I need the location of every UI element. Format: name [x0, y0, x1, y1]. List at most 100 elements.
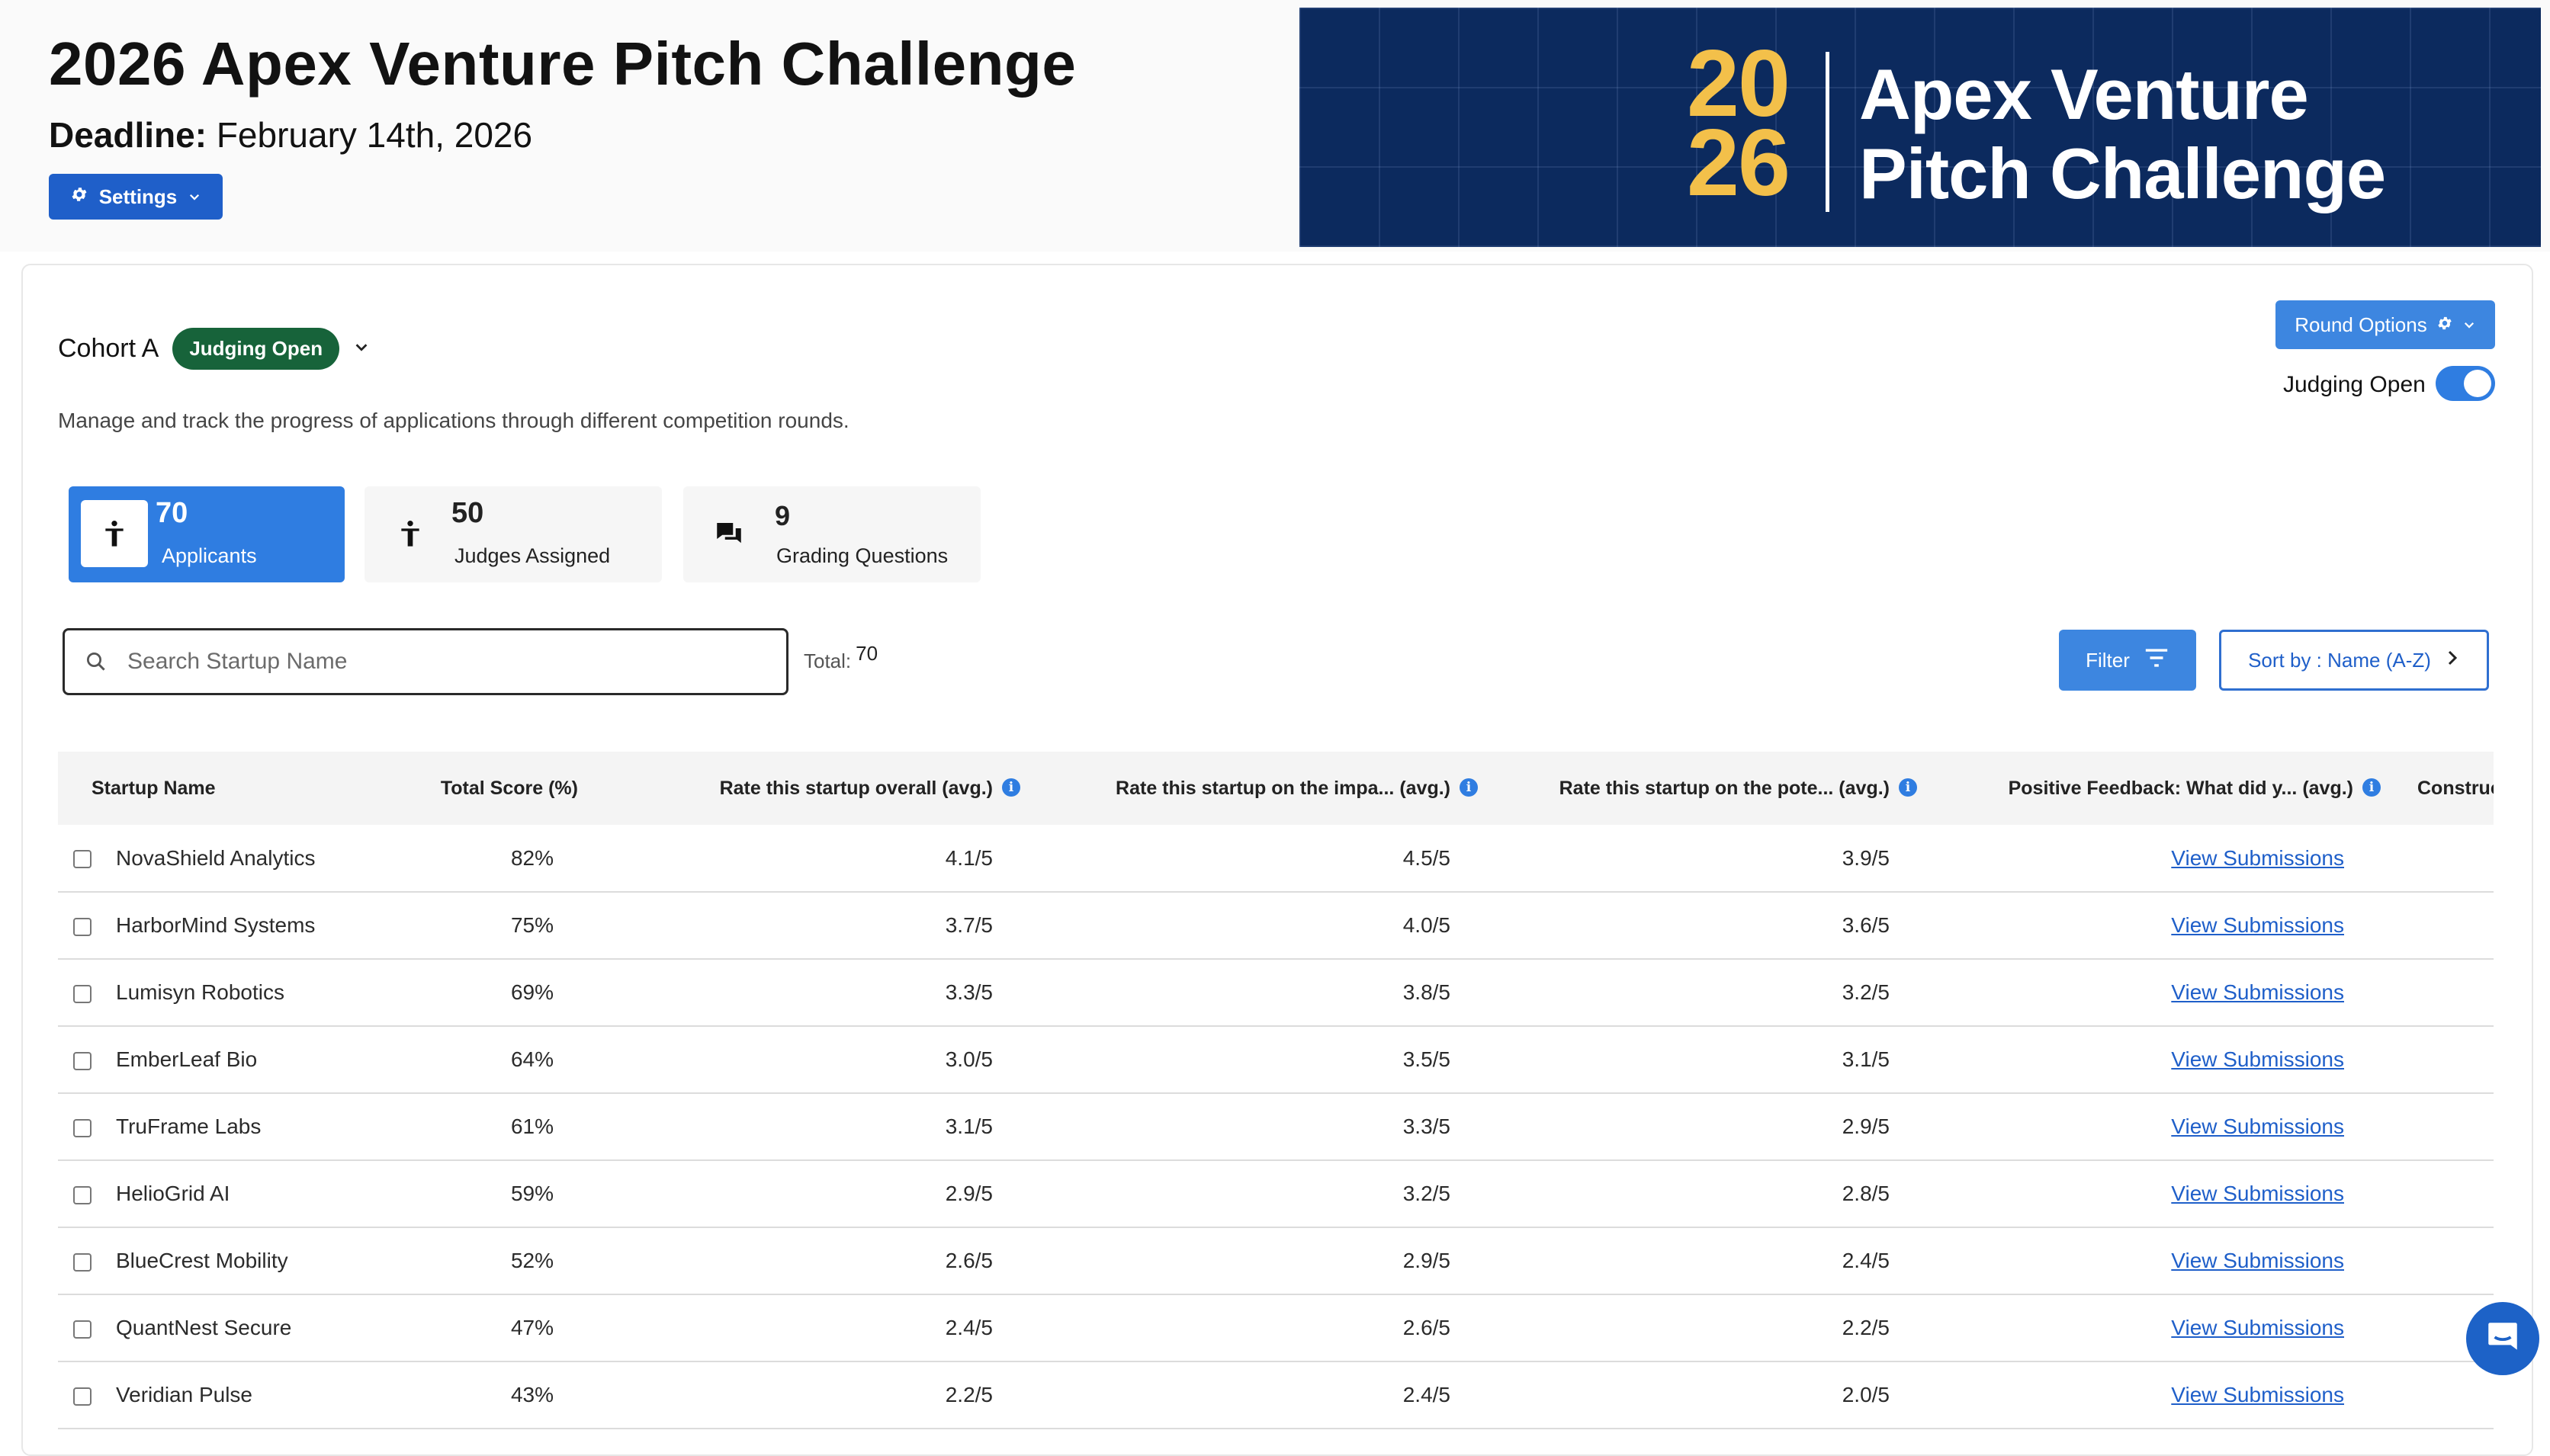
search-icon	[85, 650, 108, 673]
view-submissions-link[interactable]: View Submissions	[2171, 980, 2344, 1004]
filter-label: Filter	[2086, 648, 2130, 672]
table-row[interactable]: NovaShield Analytics 82% 4.1/5 4.5/5 3.9/5 Vi…	[58, 825, 2494, 892]
cell-impact: 3.5/5	[1020, 1026, 1478, 1093]
table-row[interactable]: Veridian Pulse 43% 2.2/5 2.4/5 2.0/5 View Sub…	[58, 1361, 2494, 1429]
cell-impact: 3.8/5	[1020, 959, 1478, 1026]
cell-overall: 2.9/5	[578, 1160, 1020, 1227]
potential-rating: 2.4/5	[1842, 1249, 1890, 1272]
cell-impact: 2.4/5	[1020, 1361, 1478, 1429]
view-submissions-link[interactable]: View Submissions	[2171, 1249, 2344, 1272]
info-icon[interactable]: i	[2362, 778, 2381, 797]
cell-constructive	[2381, 1026, 2494, 1093]
col-overall[interactable]: Rate this startup overall (avg.) i	[578, 752, 1020, 825]
row-checkbox[interactable]	[73, 984, 92, 1003]
stat-questions[interactable]: 9 Grading Questions	[683, 486, 981, 582]
info-icon[interactable]: i	[1460, 778, 1478, 797]
cell-startup-name: EmberLeaf Bio	[58, 1026, 363, 1093]
row-checkbox[interactable]	[73, 917, 92, 936]
search-input[interactable]	[126, 648, 754, 675]
cell-potential: 3.1/5	[1478, 1026, 1917, 1093]
stat-judges[interactable]: 50 Judges Assigned	[365, 486, 662, 582]
cell-feedback: View Submissions	[1917, 1227, 2381, 1294]
table-row[interactable]: EmberLeaf Bio 64% 3.0/5 3.5/5 3.1/5 View Subm…	[58, 1026, 2494, 1093]
cell-potential: 2.9/5	[1478, 1093, 1917, 1160]
total-score: 43%	[510, 1383, 554, 1406]
col-startup-name[interactable]: Startup Name	[92, 777, 216, 799]
cell-impact: 2.9/5	[1020, 1227, 1478, 1294]
table-row[interactable]: Lumisyn Robotics 69% 3.3/5 3.8/5 3.2/5 View S…	[58, 959, 2494, 1026]
applicants-table: Startup Name Total Score (%) Rate this s…	[58, 752, 2494, 1435]
cell-feedback: View Submissions	[1917, 1160, 2381, 1227]
col-constructive[interactable]: Constructiv	[2417, 777, 2494, 799]
view-submissions-link[interactable]: View Submissions	[2171, 1114, 2344, 1138]
col-positive-feedback-label: Positive Feedback: What did y... (avg.)	[2008, 777, 2353, 799]
chat-support-button[interactable]	[2466, 1302, 2539, 1375]
col-potential[interactable]: Rate this startup on the pote... (avg.) i	[1478, 752, 1917, 825]
stat-applicants[interactable]: 70 Applicants	[69, 486, 345, 582]
cell-total-score: 69%	[363, 959, 578, 1026]
filter-icon	[2144, 646, 2169, 675]
impact-rating: 3.2/5	[1402, 1182, 1450, 1205]
impact-rating: 3.3/5	[1402, 1114, 1450, 1138]
settings-button[interactable]: Settings	[49, 174, 223, 220]
cell-potential: 2.4/5	[1478, 1227, 1917, 1294]
cell-startup-name: NovaShield Analytics	[58, 825, 363, 892]
row-checkbox[interactable]	[73, 1320, 92, 1339]
view-submissions-link[interactable]: View Submissions	[2171, 1316, 2344, 1339]
row-checkbox[interactable]	[73, 1252, 92, 1272]
view-submissions-link[interactable]: View Submissions	[2171, 913, 2344, 937]
startup-name: HelioGrid AI	[116, 1182, 230, 1205]
startup-name: Veridian Pulse	[116, 1383, 253, 1406]
round-options-button[interactable]: Round Options	[2275, 300, 2495, 349]
search-box[interactable]	[63, 628, 788, 695]
row-checkbox[interactable]	[73, 1118, 92, 1137]
view-submissions-link[interactable]: View Submissions	[2171, 845, 2344, 870]
row-checkbox[interactable]	[73, 1051, 92, 1070]
cohort-selector[interactable]: Cohort A Judging Open	[58, 328, 370, 370]
info-icon[interactable]: i	[1002, 778, 1020, 797]
row-checkbox[interactable]	[73, 1185, 92, 1204]
info-icon[interactable]: i	[1899, 778, 1917, 797]
chevron-down-icon[interactable]	[353, 337, 370, 361]
row-checkbox[interactable]	[73, 1387, 92, 1406]
impact-rating: 2.4/5	[1402, 1383, 1450, 1406]
total-score: 69%	[510, 980, 554, 1004]
banner-title: Apex Venture Pitch Challenge	[1859, 55, 2386, 213]
stat-value: 9	[775, 500, 791, 531]
col-impact[interactable]: Rate this startup on the impa... (avg.) i	[1020, 752, 1478, 825]
round-options-label: Round Options	[2295, 313, 2427, 336]
view-submissions-link[interactable]: View Submissions	[2171, 1383, 2344, 1406]
table-row[interactable]: QuantNest Secure 47% 2.4/5 2.6/5 2.2/5 View S…	[58, 1294, 2494, 1361]
cell-feedback: View Submissions	[1917, 1093, 2381, 1160]
impact-rating: 4.5/5	[1402, 845, 1450, 870]
filter-button[interactable]: Filter	[2059, 630, 2196, 691]
table-row[interactable]: HarborMind Systems 75% 3.7/5 4.0/5 3.6/5 View…	[58, 892, 2494, 959]
cell-startup-name: HelioGrid AI	[58, 1160, 363, 1227]
total-label: Total:	[804, 649, 852, 672]
view-submissions-link[interactable]: View Submissions	[2171, 1182, 2344, 1205]
judging-toggle[interactable]	[2436, 366, 2495, 401]
cell-potential: 2.2/5	[1478, 1294, 1917, 1361]
total-score: 47%	[510, 1316, 554, 1339]
cell-startup-name: Lumisyn Robotics	[58, 959, 363, 1026]
overall-rating: 3.0/5	[945, 1047, 993, 1071]
table-row[interactable]: BlueCrest Mobility 52% 2.6/5 2.9/5 2.4/5 View…	[58, 1227, 2494, 1294]
table-row[interactable]: HelioGrid AI 59% 2.9/5 3.2/5 2.8/5 View Submi…	[58, 1160, 2494, 1227]
overall-rating: 3.3/5	[945, 980, 993, 1004]
view-submissions-link[interactable]: View Submissions	[2171, 1047, 2344, 1071]
stat-value: 50	[451, 497, 484, 529]
sort-button[interactable]: Sort by : Name (A-Z)	[2219, 630, 2489, 691]
col-positive-feedback[interactable]: Positive Feedback: What did y... (avg.) i	[1917, 752, 2381, 825]
potential-rating: 2.9/5	[1842, 1114, 1890, 1138]
status-badge: Judging Open	[172, 328, 340, 370]
startup-name: TruFrame Labs	[116, 1114, 262, 1138]
chat-bubbles-icon	[695, 500, 763, 567]
col-total-score[interactable]: Total Score (%)	[363, 752, 578, 825]
table-row[interactable]: TruFrame Labs 61% 3.1/5 3.3/5 2.9/5 View Subm…	[58, 1093, 2494, 1160]
col-impact-label: Rate this startup on the impa... (avg.)	[1116, 777, 1450, 799]
chevron-down-icon	[188, 185, 201, 209]
row-checkbox[interactable]	[73, 850, 92, 869]
col-overall-label: Rate this startup overall (avg.)	[719, 777, 993, 799]
deadline-value: February 14th, 2026	[216, 115, 533, 155]
banner-year: 20 26	[1687, 37, 1790, 210]
